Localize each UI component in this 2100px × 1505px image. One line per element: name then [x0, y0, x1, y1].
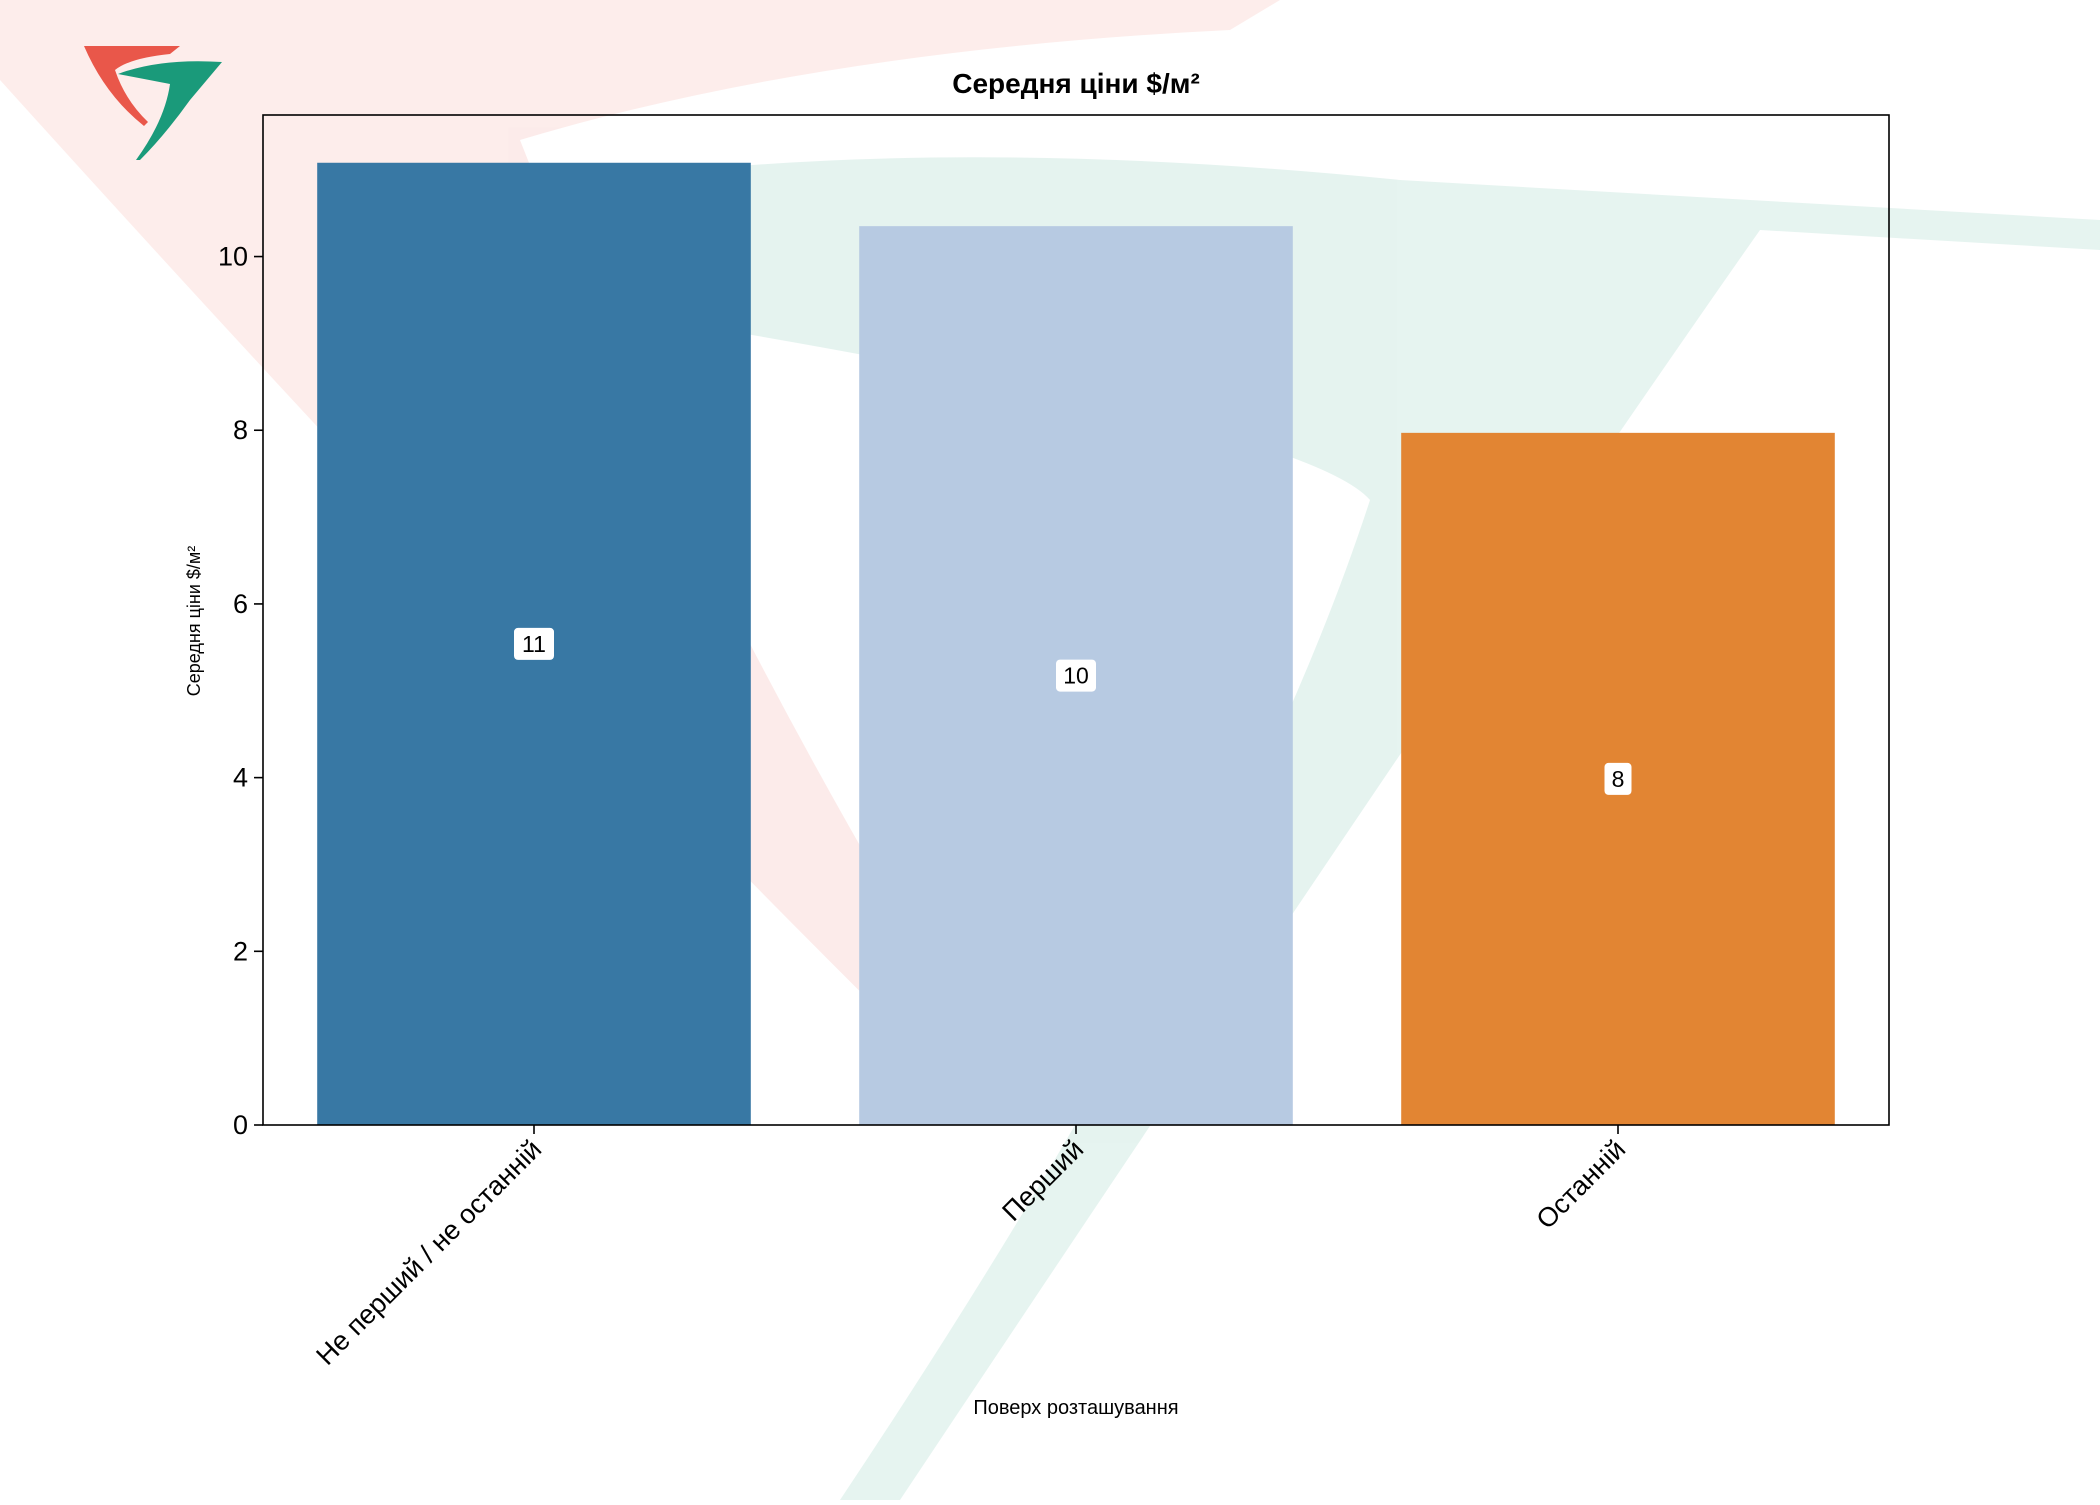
y-tick-label-4: 4 — [233, 763, 248, 793]
data-label-1: 11 — [522, 631, 546, 657]
x-tick-label-3: Останній — [1530, 1134, 1631, 1235]
data-label-box-2 — [1056, 659, 1096, 692]
x-tick-label-1: Не перший / не останній — [310, 1134, 547, 1371]
y-tick-label-10: 10 — [218, 242, 248, 272]
brand-logo — [84, 46, 222, 161]
data-label-3: 8 — [1612, 766, 1625, 792]
y-tick-label-6: 6 — [233, 589, 248, 619]
logo-red-shape — [84, 46, 180, 126]
y-tick-label-0: 0 — [233, 1110, 248, 1140]
data-label-2: 10 — [1063, 663, 1089, 689]
watermark-green-shape — [540, 157, 2100, 1501]
chart-title: Середня ціни $/м² — [952, 68, 1200, 99]
data-label-box-3 — [1604, 762, 1632, 795]
y-axis-label: Середня ціни $/м² — [184, 546, 204, 697]
logo-green-shape — [118, 61, 222, 161]
y-tick-label-2: 2 — [233, 936, 248, 966]
data-label-box-1 — [514, 627, 554, 660]
x-axis-label: Поверх розташування — [973, 1397, 1178, 1419]
y-tick-label-8: 8 — [233, 415, 248, 445]
